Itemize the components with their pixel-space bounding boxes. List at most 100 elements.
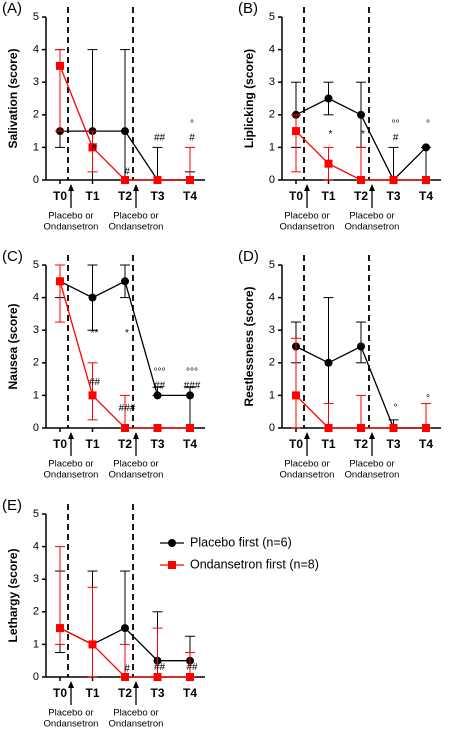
y-tick-label: 4: [269, 292, 275, 304]
marker: [88, 293, 97, 302]
x-tick-label: T0: [53, 686, 67, 700]
y-tick-label: 3: [33, 573, 39, 585]
marker: [422, 424, 430, 432]
x-tick-label: T0: [53, 437, 67, 451]
significance-mark: *: [361, 129, 365, 140]
legend-label: Placebo first (n=6): [190, 535, 292, 549]
y-tick-label: 3: [269, 76, 275, 88]
x-tick-label: T1: [85, 686, 99, 700]
marker: [88, 640, 97, 649]
marker: [186, 424, 194, 432]
significance-mark: ##: [154, 132, 166, 143]
arrow-label: Ondansetron: [109, 470, 164, 481]
panel-label: (E): [2, 497, 22, 514]
arrow-label: Placebo or: [113, 211, 158, 222]
marker: [186, 391, 194, 400]
arrow-label: Placebo or: [284, 459, 329, 470]
arrow-head: [304, 184, 310, 191]
y-tick-label: 1: [269, 389, 275, 401]
marker: [121, 127, 129, 136]
arrow-label: Ondansetron: [44, 719, 99, 730]
marker: [422, 143, 430, 152]
significance-mark: °°°: [154, 367, 166, 378]
x-tick-label: T4: [183, 686, 197, 700]
marker: [121, 176, 129, 184]
y-tick-label: 1: [33, 389, 39, 401]
y-tick-label: 4: [33, 292, 39, 304]
panel-label: (D): [238, 248, 259, 265]
y-tick-label: 5: [33, 11, 39, 23]
x-tick-label: T0: [289, 189, 303, 203]
x-tick-label: T4: [419, 437, 433, 451]
significance-mark: ##: [154, 380, 166, 391]
arrow-label: Ondansetron: [280, 470, 335, 481]
y-tick-label: 5: [33, 508, 39, 520]
arrow-label: Placebo or: [284, 211, 329, 222]
panel: (B) Liplicking (score) 0 1 2 3 4 5 T0 T1 T2 T3 T4 Pla…: [238, 0, 441, 233]
significance-mark: °: [426, 119, 430, 130]
arrow-label: Ondansetron: [44, 470, 99, 481]
marker: [324, 424, 333, 432]
arrow-label: Ondansetron: [345, 222, 400, 233]
marker: [121, 277, 129, 286]
marker: [357, 424, 365, 432]
x-tick-label: T0: [289, 437, 303, 451]
y-tick-label: 2: [269, 109, 275, 121]
arrow-label: Ondansetron: [44, 222, 99, 233]
arrow-label: Placebo or: [48, 211, 93, 222]
marker: [121, 673, 129, 681]
marker: [292, 127, 300, 136]
panel-label: (B): [238, 0, 258, 17]
marker: [324, 358, 333, 367]
x-tick-label: T2: [118, 189, 132, 203]
y-tick-label: 2: [33, 357, 39, 369]
x-tick-label: T3: [150, 189, 164, 203]
x-tick-label: T1: [321, 189, 335, 203]
y-tick-label: 5: [269, 11, 275, 23]
y-tick-label: 5: [33, 259, 39, 271]
y-tick-label: 0: [33, 671, 39, 683]
arrow-head: [369, 184, 375, 191]
significance-mark: *: [125, 328, 129, 339]
marker: [357, 110, 365, 119]
arrow-label: Placebo or: [48, 459, 93, 470]
significance-mark: °: [190, 119, 194, 130]
x-tick-label: T3: [150, 686, 164, 700]
marker: [56, 61, 64, 70]
marker: [324, 159, 333, 168]
arrow-label: Placebo or: [48, 708, 93, 719]
x-tick-label: T1: [85, 189, 99, 203]
y-tick-label: 2: [33, 606, 39, 618]
significance-mark: ##: [186, 662, 198, 673]
x-tick-label: T2: [354, 437, 368, 451]
marker: [88, 143, 97, 152]
significance-mark: #: [92, 142, 98, 153]
panel: (E) Lethargy (score) 0 1 2 3 4 5 T0 T1 T2 T3 T4 Place…: [2, 497, 205, 730]
marker: [422, 176, 430, 184]
y-tick-label: 1: [33, 638, 39, 650]
y-tick-label: 0: [269, 422, 275, 434]
y-tick-label: 3: [269, 324, 275, 336]
marker: [186, 673, 194, 681]
panel: (C) Nausea (score) 0 1 2 3 4 5 T0 T1 T2 T3 T4 Placebo…: [2, 248, 205, 481]
significance-mark: *: [329, 129, 333, 140]
arrow-label: Placebo or: [113, 708, 158, 719]
significance-mark: ##: [154, 662, 166, 673]
marker: [389, 424, 398, 432]
y-axis-label: Salivation (score): [6, 48, 20, 148]
significance-mark: °°: [392, 119, 400, 130]
arrow-label: Placebo or: [349, 211, 394, 222]
significance-mark: ##: [89, 377, 101, 388]
significance-mark: #: [189, 132, 195, 143]
x-tick-label: T3: [386, 437, 400, 451]
marker: [56, 624, 64, 633]
arrow-label: Placebo or: [113, 459, 158, 470]
significance-mark: #: [124, 663, 130, 674]
arrow-head: [68, 432, 74, 439]
y-tick-label: 0: [269, 174, 275, 186]
marker: [324, 94, 333, 103]
marker: [121, 624, 129, 633]
y-tick-label: 4: [269, 44, 275, 56]
arrow-head: [68, 184, 74, 191]
